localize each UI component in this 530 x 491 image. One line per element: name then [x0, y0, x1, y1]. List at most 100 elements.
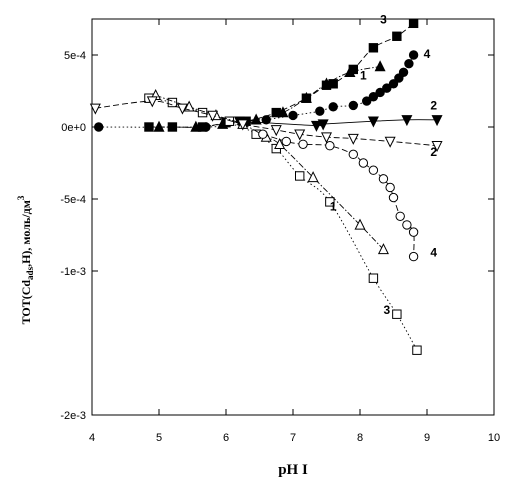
data-point-triangle-up-filled	[190, 120, 202, 132]
data-point-triangle-down-filled	[367, 116, 379, 128]
data-point-circle-filled	[315, 106, 325, 116]
data-point-circle-filled	[328, 102, 338, 112]
data-point-triangle-down-open	[431, 141, 443, 153]
data-point-circle-filled	[404, 58, 414, 69]
series-layer	[89, 18, 443, 355]
data-point-circle-open	[408, 227, 419, 237]
x-tick-label: 5	[156, 432, 162, 444]
curve-label: 3	[380, 12, 387, 26]
curve-labels: 3 1 4 2 3 1 4 2	[330, 12, 438, 317]
data-point-triangle-down-open	[207, 110, 219, 122]
data-point-triangle-up-filled	[153, 120, 165, 132]
data-point-square-filled	[392, 31, 402, 41]
x-axis-title: pH I	[278, 462, 308, 478]
data-point-triangle-up-filled	[300, 91, 312, 103]
data-point-circle-filled	[288, 110, 298, 121]
series-line	[158, 66, 381, 128]
data-point-circle-filled	[382, 83, 392, 93]
data-point-circle-open	[395, 211, 405, 221]
data-point-triangle-down-open	[347, 133, 359, 145]
data-point-square-filled	[368, 43, 379, 53]
data-point-triangle-down-open	[320, 132, 333, 144]
x-tick-label: 6	[223, 432, 229, 444]
data-point-triangle-up-open	[274, 137, 286, 149]
plot-border	[91, 18, 495, 416]
data-point-circle-open	[388, 192, 399, 203]
y-tick-label: 5e-4	[64, 50, 86, 62]
x-tick-label: 7	[290, 432, 296, 444]
data-point-triangle-down-filled	[317, 119, 329, 131]
data-point-circle-open	[298, 139, 308, 149]
x-tick-label: 4	[89, 432, 95, 444]
series-8	[89, 96, 443, 153]
data-point-triangle-up-filled	[320, 77, 333, 89]
x-axis-ticks: 4 5 6 7 8 9 10	[89, 19, 500, 444]
data-point-triangle-up-filled	[344, 65, 356, 77]
y-tick-label: -1e-3	[60, 266, 86, 278]
y-title-sup: 3	[16, 195, 26, 200]
curve-label: 4	[430, 246, 437, 260]
series-3	[94, 50, 419, 132]
data-point-circle-open	[385, 182, 395, 193]
x-tick-label: 9	[424, 432, 430, 444]
data-point-square-filled	[408, 18, 419, 29]
data-point-triangle-down-open	[270, 125, 282, 137]
data-point-square-open	[392, 309, 402, 319]
plot-frame	[91, 18, 495, 416]
data-point-square-open	[224, 116, 235, 126]
data-point-square-filled	[144, 122, 154, 132]
y-title-sub: ads	[25, 266, 35, 280]
data-point-circle-open	[258, 129, 268, 139]
data-point-triangle-up-open	[377, 243, 389, 255]
data-point-triangle-down-open	[146, 96, 158, 108]
y-tick-label: -5e-4	[60, 194, 86, 206]
data-point-square-open	[325, 197, 335, 207]
series-line	[148, 97, 418, 351]
data-point-triangle-up-open	[307, 171, 319, 183]
y-tick-label: 0e+0	[61, 122, 86, 134]
data-point-circle-open	[358, 158, 369, 168]
data-point-square-open	[368, 273, 379, 283]
y-title-main: TOT(Cd	[19, 280, 33, 325]
data-point-triangle-down-filled	[431, 115, 443, 127]
data-point-circle-filled	[261, 115, 271, 125]
data-point-circle-filled	[362, 96, 372, 106]
data-point-triangle-down-filled	[310, 120, 322, 132]
curve-label: 2	[430, 145, 437, 159]
data-point-circle-filled	[388, 79, 399, 89]
data-point-circle-open	[368, 165, 379, 175]
x-tick-label: 8	[357, 432, 363, 444]
data-point-circle-open	[408, 251, 419, 262]
series-2	[153, 60, 386, 132]
data-point-circle-filled	[368, 92, 379, 102]
y-title-mid: ,H), моль/дм	[19, 200, 33, 267]
x-tick-label: 10	[488, 432, 500, 444]
data-point-square-open	[295, 171, 305, 181]
curve-label: 1	[360, 68, 367, 82]
data-point-circle-filled	[348, 100, 358, 111]
y-axis-ticks: 5e-4 0e+0 -5e-4 -1e-3 -2e-3	[60, 50, 494, 422]
data-point-circle-filled	[201, 122, 211, 132]
data-point-triangle-down-open	[89, 103, 101, 115]
data-point-triangle-down-open	[294, 129, 306, 141]
data-point-circle-filled	[408, 50, 419, 60]
data-point-triangle-up-open	[354, 218, 366, 230]
y-axis-title: TOT(Cdads,H), моль/дм3	[16, 195, 35, 324]
data-point-triangle-up-filled	[374, 60, 386, 72]
data-point-triangle-down-filled	[401, 115, 413, 127]
curve-label: 3	[383, 303, 390, 317]
curve-label: 2	[430, 99, 437, 113]
y-tick-label: -2e-3	[60, 410, 86, 422]
data-point-circle-open	[348, 149, 358, 160]
data-point-circle-filled	[94, 122, 104, 132]
data-point-circle-filled	[398, 67, 409, 77]
series-7	[258, 129, 419, 262]
data-point-circle-filled	[375, 87, 385, 98]
data-point-triangle-down-open	[384, 136, 396, 148]
data-point-square-open	[167, 97, 178, 108]
data-point-triangle-up-open	[183, 100, 195, 112]
data-point-square-open	[412, 345, 422, 355]
series-5	[144, 93, 422, 355]
curve-label: 1	[330, 200, 337, 214]
